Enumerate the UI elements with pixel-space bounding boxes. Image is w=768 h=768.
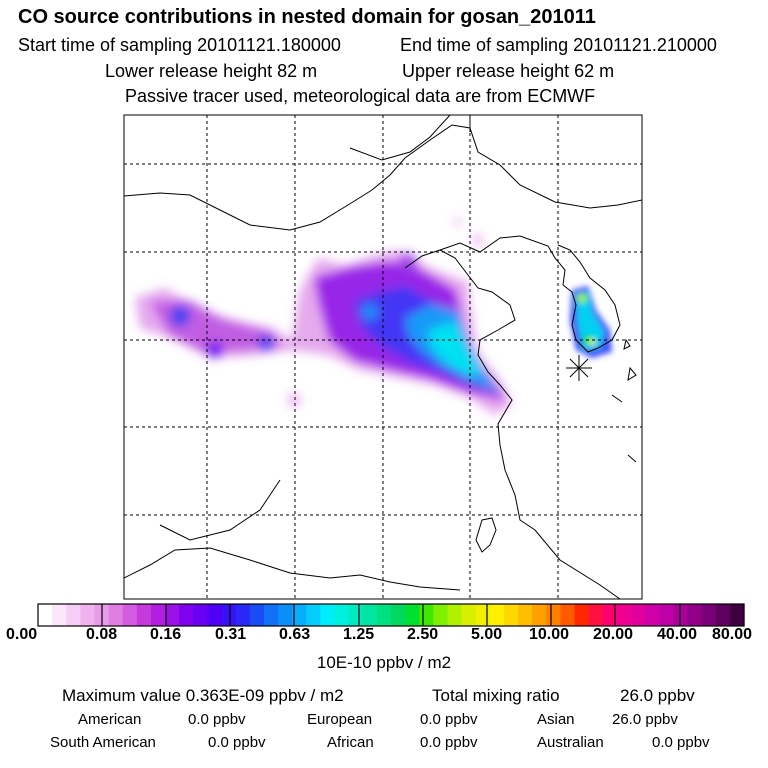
max-value: Maximum value 0.363E-09 ppbv / m2 <box>62 686 344 705</box>
colorbar-swatch <box>405 604 420 626</box>
colorbar-swatch <box>461 604 477 626</box>
colorbar-swatch <box>80 604 96 626</box>
end-time: End time of sampling 20101121.210000 <box>400 35 717 55</box>
colorbar-tick: 0.16 <box>150 626 182 643</box>
colorbar-tick: 0.63 <box>279 626 311 643</box>
colorbar-frame <box>37 603 745 627</box>
colorbar-swatch <box>560 604 576 626</box>
colorbar-swatch <box>574 604 590 626</box>
map-title: CO source contributions in nested domain… <box>18 6 596 28</box>
colorbar-tick: 1.25 <box>343 626 375 643</box>
region-value: 0.0 ppbv <box>208 734 266 751</box>
colorbar-swatch <box>165 604 180 626</box>
region-value: 0.0 ppbv <box>188 711 246 728</box>
colorbar-swatch <box>52 604 67 626</box>
colorbar-tick: 10.00 <box>529 626 570 643</box>
colorbar-swatch <box>108 604 124 626</box>
map-area <box>124 115 642 599</box>
colorbar-swatch <box>659 604 674 626</box>
colorbar-swatch <box>235 604 251 626</box>
region-value: 0.0 ppbv <box>652 734 710 751</box>
start-time: Start time of sampling 20101121.180000 <box>18 35 341 55</box>
colorbar-tick: 5.00 <box>471 626 503 643</box>
colorbar-swatch <box>588 604 604 626</box>
colorbar-dividers <box>101 604 681 626</box>
colorbar-swatch <box>701 604 717 626</box>
colorbar-swatch <box>503 604 519 626</box>
colorbar-swatch <box>263 604 279 626</box>
korea-plume <box>570 286 612 358</box>
colorbar-swatch <box>616 604 632 626</box>
colorbar-tick: 20.00 <box>593 626 634 643</box>
colorbar-tick: 40.00 <box>657 626 698 643</box>
region-value: 26.0 ppbv <box>612 711 678 728</box>
colorbar-swatch <box>673 604 689 626</box>
colorbar-unit: 10E-10 ppbv / m2 <box>316 653 452 672</box>
colorbar-swatch <box>348 604 364 626</box>
colorbar-swatch <box>292 604 307 626</box>
region-value: 0.0 ppbv <box>420 711 478 728</box>
gridlines <box>124 115 642 599</box>
colorbar-swatch <box>631 604 646 626</box>
colorbar-swatch <box>475 604 491 626</box>
colorbar-swatch <box>433 604 449 626</box>
colorbar-tick: 0.00 <box>6 626 38 643</box>
colorbar <box>38 604 745 626</box>
region-name: African <box>327 734 374 751</box>
colorbar-swatch <box>136 604 152 626</box>
colorbar-tick: 2.50 <box>407 626 439 643</box>
colorbar-swatch <box>489 604 505 626</box>
colorbar-swatch <box>645 604 660 626</box>
colorbar-swatch <box>306 604 321 626</box>
region-name: Asian <box>537 711 575 728</box>
colorbar-swatch <box>391 604 406 626</box>
colorbar-tick: 80.00 <box>712 626 753 643</box>
colorbar-swatch <box>602 604 618 626</box>
colorbar-swatch <box>249 604 265 626</box>
total-mixing-label: Total mixing ratio <box>432 686 560 705</box>
colorbar-swatch <box>532 604 547 626</box>
total-mixing-value: 26.0 ppbv <box>620 686 695 705</box>
colorbar-swatch <box>193 604 209 626</box>
colorbar-swatch <box>334 604 350 626</box>
colorbar-swatch <box>447 604 463 626</box>
colorbar-swatch <box>419 604 434 626</box>
region-name: American <box>78 711 142 728</box>
receptor-marker <box>566 355 592 381</box>
colorbar-swatch <box>546 604 562 626</box>
colorbar-swatch <box>715 604 731 626</box>
region-value: 0.0 ppbv <box>420 734 478 751</box>
colorbar-swatch <box>687 604 703 626</box>
colorbar-swatch <box>376 604 392 626</box>
colorbar-swatch <box>320 604 336 626</box>
map-frame <box>123 114 643 600</box>
colorbar-swatch <box>729 604 745 626</box>
colorbar-tick: 0.08 <box>86 626 118 643</box>
colorbar-swatch <box>278 604 293 626</box>
colorbar-swatch <box>221 604 237 626</box>
region-name: European <box>307 711 373 728</box>
colorbar-swatch <box>150 604 166 626</box>
colorbar-swatch <box>207 604 223 626</box>
colorbar-swatch <box>518 604 533 626</box>
lower-release-height: Lower release height 82 m <box>105 61 318 81</box>
colorbar-swatch <box>122 604 138 626</box>
colorbar-swatch <box>38 604 53 626</box>
tracer-note: Passive tracer used, meteorological data… <box>125 86 596 106</box>
region-name: Australian <box>537 734 604 751</box>
region-name: South American <box>50 734 156 751</box>
upper-release-height: Upper release height 62 m <box>402 61 615 81</box>
colorbar-swatch <box>66 604 81 626</box>
concentration-plume <box>135 217 512 415</box>
colorbar-swatch <box>362 604 378 626</box>
colorbar-tick: 0.31 <box>215 626 247 643</box>
colorbar-swatch <box>179 604 194 626</box>
